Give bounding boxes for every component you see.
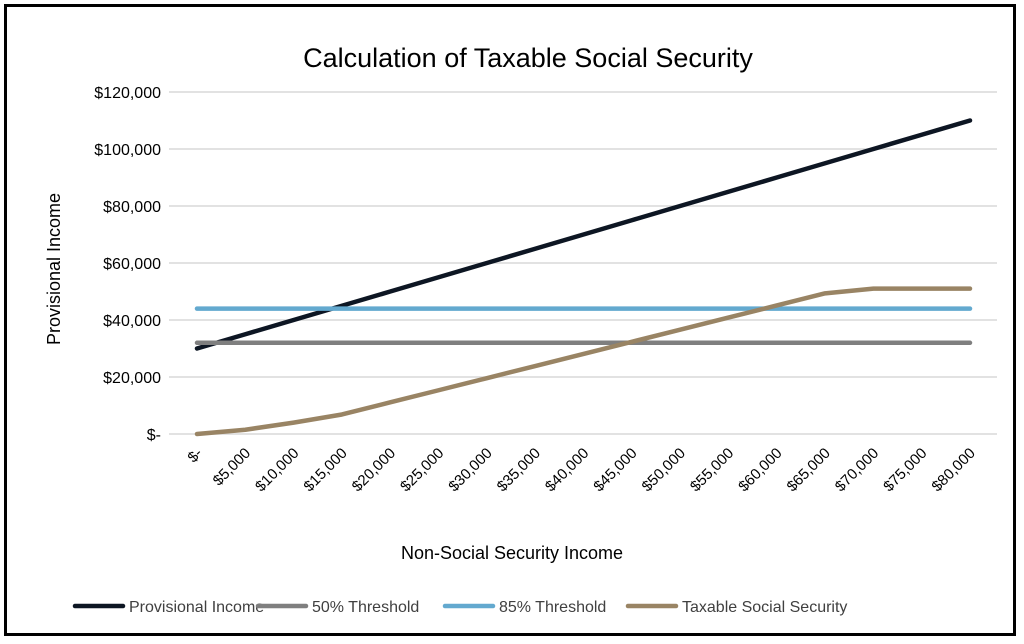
x-tick-label: $70,000 <box>832 445 882 495</box>
y-tick-label: $100,000 <box>94 142 161 159</box>
x-tick-label: $35,000 <box>494 445 544 495</box>
x-tick-label: $- <box>184 445 205 466</box>
x-tick-label: $65,000 <box>784 445 834 495</box>
x-tick-label: $30,000 <box>445 445 495 495</box>
x-tick-label: $80,000 <box>928 445 978 495</box>
x-tick-label: $60,000 <box>735 445 785 495</box>
line-chart: Calculation of Taxable Social Security $… <box>44 43 997 616</box>
x-tick-label: $5,000 <box>210 445 254 489</box>
y-tick-label: $20,000 <box>103 370 161 387</box>
y-tick-label: $40,000 <box>103 313 161 330</box>
x-tick-label: $50,000 <box>639 445 689 495</box>
legend-label: 85% Threshold <box>499 599 606 616</box>
legend: Provisional Income 50% Threshold 85% Thres… <box>72 599 847 616</box>
x-tick-label: $20,000 <box>349 445 399 495</box>
x-tick-label: $15,000 <box>300 445 350 495</box>
chart-frame: Calculation of Taxable Social Security $… <box>4 4 1016 636</box>
x-tick-label: $40,000 <box>542 445 592 495</box>
y-axis-label: Provisional Income <box>44 193 64 345</box>
legend-label: Provisional Income <box>129 599 264 616</box>
y-tick-label: $120,000 <box>94 85 161 102</box>
x-tick-label: $55,000 <box>687 445 737 495</box>
x-tick-label: $75,000 <box>880 445 930 495</box>
x-tick-label: $10,000 <box>252 445 302 495</box>
series-line-provisional-income <box>194 118 973 351</box>
x-tick-label: $45,000 <box>590 445 640 495</box>
legend-label: 50% Threshold <box>312 599 419 616</box>
legend-label: Taxable Social Security <box>682 599 847 616</box>
series-line-taxable-social-security <box>194 286 973 437</box>
y-tick-label: $60,000 <box>103 256 161 273</box>
chart-title: Calculation of Taxable Social Security <box>303 43 753 73</box>
y-tick-label: $80,000 <box>103 199 161 216</box>
y-tick-label: $- <box>147 427 161 444</box>
x-tick-label: $25,000 <box>397 445 447 495</box>
x-axis-label: Non-Social Security Income <box>401 543 623 563</box>
